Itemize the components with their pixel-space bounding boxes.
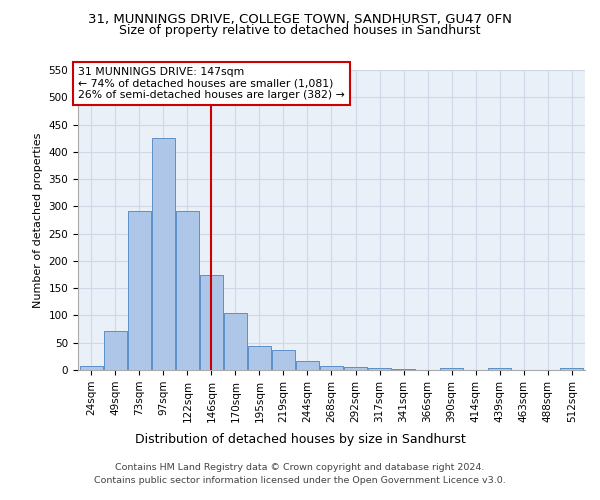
Bar (128, 210, 151, 370)
Bar (272, 350, 295, 370)
Bar (440, 368, 463, 370)
Bar (200, 274, 223, 370)
Bar (344, 366, 367, 370)
Bar (152, 138, 175, 370)
Bar (80, 366, 103, 370)
Bar (560, 368, 583, 370)
Bar (368, 368, 391, 370)
Text: 31, MUNNINGS DRIVE, COLLEGE TOWN, SANDHURST, GU47 0FN: 31, MUNNINGS DRIVE, COLLEGE TOWN, SANDHU… (88, 12, 512, 26)
Text: Size of property relative to detached houses in Sandhurst: Size of property relative to detached ho… (119, 24, 481, 37)
Text: Distribution of detached houses by size in Sandhurst: Distribution of detached houses by size … (134, 432, 466, 446)
Bar (320, 366, 343, 370)
Text: Contains HM Land Registry data © Crown copyright and database right 2024.
Contai: Contains HM Land Registry data © Crown c… (94, 462, 506, 484)
Bar (104, 332, 127, 370)
Bar (176, 212, 199, 370)
Text: 31 MUNNINGS DRIVE: 147sqm
← 74% of detached houses are smaller (1,081)
26% of se: 31 MUNNINGS DRIVE: 147sqm ← 74% of detac… (78, 67, 345, 100)
Bar (248, 346, 271, 370)
Bar (296, 362, 319, 370)
Bar (224, 312, 247, 370)
Bar (488, 368, 511, 370)
Y-axis label: Number of detached properties: Number of detached properties (33, 132, 43, 308)
